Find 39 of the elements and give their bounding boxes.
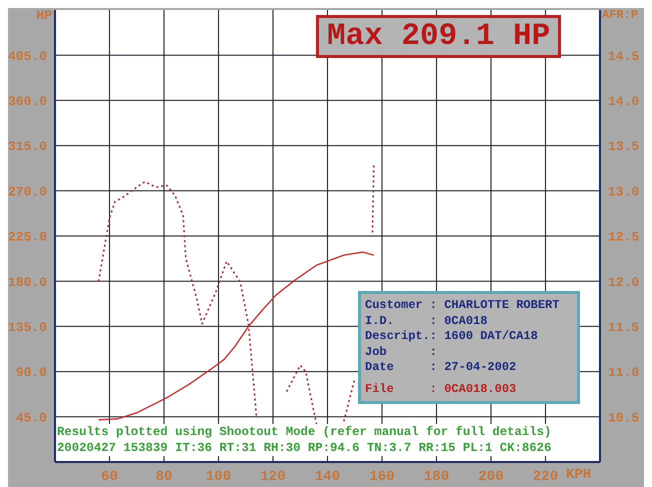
y2-tick-label: 13.5 (608, 139, 640, 154)
annotation: Customer : CHARLOTTE ROBERT (365, 298, 560, 314)
y-tick-label: 90.0 (16, 365, 48, 380)
y2-tick-label: 10.5 (608, 410, 640, 426)
x-tick-label: 60 (101, 468, 118, 485)
y2-tick-label: 14.0 (608, 94, 640, 110)
x-tick-label: 220 (532, 468, 558, 485)
x-tick-label: 160 (369, 468, 395, 485)
y2-tick-label: 13.0 (608, 184, 640, 200)
x-axis-title: KPH (564, 467, 594, 483)
y2-tick-label: 11.0 (608, 365, 640, 380)
y2-axis-title: AFR:P (602, 8, 638, 22)
y2-tick-label: 12.0 (608, 274, 640, 290)
y-tick-label: 225.0 (8, 230, 48, 245)
x-tick-label: 80 (156, 468, 172, 485)
annotation: I.D. : 0CA018 (365, 314, 488, 329)
y-tick-label: 180.0 (8, 274, 48, 290)
x-tick-label: 180 (424, 468, 450, 485)
annotation: Date : 27-04-2002 (365, 360, 518, 376)
y2-tick-label: 12.5 (608, 230, 640, 245)
x-tick-label: 140 (314, 468, 340, 485)
y-tick-label: 45.0 (16, 410, 48, 426)
chart-title: Max 209.1 HP (316, 15, 562, 58)
x-tick-label: 200 (478, 468, 504, 485)
y-tick-label: 270.0 (8, 184, 48, 200)
y-tick-label: 360.0 (8, 94, 48, 110)
annotation: Job : (365, 344, 438, 360)
annotation: File : 0CA018.003 (365, 382, 518, 397)
y2-tick-label: 14.5 (608, 48, 640, 64)
y-tick-label: 135.0 (8, 320, 48, 336)
y-tick-label: 315.0 (8, 139, 48, 154)
y2-tick-label: 11.5 (608, 320, 640, 336)
x-tick-label: 100 (206, 468, 232, 485)
x-tick-label: 120 (260, 468, 286, 485)
annotation: Descript.: 1600 DAT/CA18 (365, 329, 539, 344)
y-axis-title: HP (35, 8, 52, 23)
annotation: 20020427 153839 IT:36 RT:31 RH:30 RP:94.6 TN:3.7 RR:15 PL:1 CK:8626 (57, 440, 552, 456)
annotation: Results plotted using Shootout Mode (refer manual for full details) (57, 424, 552, 440)
y-tick-label: 405.0 (8, 48, 48, 64)
